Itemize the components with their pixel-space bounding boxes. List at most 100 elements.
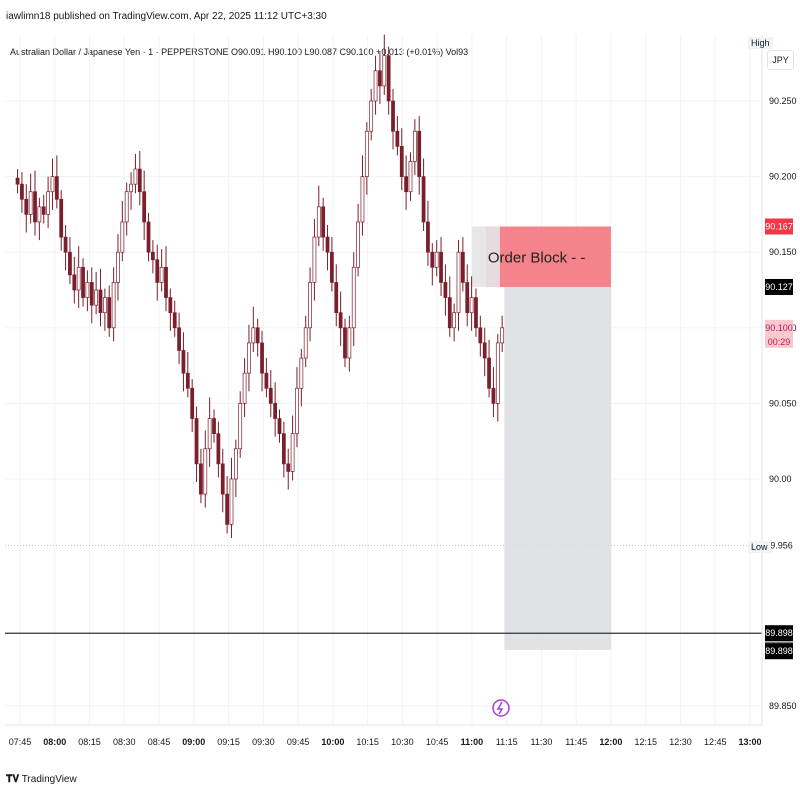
candle xyxy=(277,418,282,434)
candle xyxy=(465,282,470,314)
candle xyxy=(89,282,94,306)
candle xyxy=(273,403,278,419)
candle xyxy=(37,206,42,223)
tv-logo-icon: 𝐓𝐕 xyxy=(6,774,20,785)
candle xyxy=(382,55,387,87)
x-tick-label: 08:30 xyxy=(113,737,136,747)
candle xyxy=(391,100,395,132)
candle xyxy=(124,191,129,223)
tradingview-logo[interactable]: 𝐓𝐕 TradingView xyxy=(6,774,77,785)
order-block-start xyxy=(471,226,500,287)
candle xyxy=(116,251,120,283)
candle xyxy=(28,191,33,215)
candle xyxy=(321,206,326,238)
candle xyxy=(251,327,256,344)
countdown-label: 00:29 xyxy=(768,337,791,347)
candle xyxy=(41,206,46,215)
candle xyxy=(478,327,483,344)
candle xyxy=(487,357,491,389)
y-tick-label: 90.050 xyxy=(769,398,797,408)
candle xyxy=(207,418,212,450)
candle xyxy=(50,176,55,193)
lightning-icon[interactable] xyxy=(492,699,510,717)
candle xyxy=(303,327,308,359)
lightning-bolt-icon xyxy=(496,701,504,715)
candle xyxy=(491,387,496,404)
candle xyxy=(378,70,382,87)
tradingview-logo-text: TradingView xyxy=(21,774,77,785)
candle xyxy=(137,168,142,193)
candle xyxy=(216,433,221,465)
x-tick-label: 11:00 xyxy=(461,737,484,747)
candle xyxy=(281,433,286,465)
currency-button[interactable]: JPY xyxy=(767,50,794,70)
price-label: 89.898 xyxy=(765,646,793,656)
candle xyxy=(107,297,112,329)
price-label-bg xyxy=(765,625,793,642)
candle xyxy=(443,282,448,298)
candle xyxy=(334,282,339,314)
x-tick-label: 11:30 xyxy=(530,737,552,747)
price-label-bg xyxy=(765,643,793,660)
candle xyxy=(338,312,343,329)
candle xyxy=(129,183,133,193)
candle xyxy=(24,198,29,215)
x-tick-label: 12:45 xyxy=(704,737,727,747)
x-tick-label: 12:00 xyxy=(599,737,622,747)
candle xyxy=(233,448,238,480)
price-label-bg xyxy=(765,278,793,295)
candle xyxy=(395,130,400,147)
candle xyxy=(159,266,164,283)
candle xyxy=(356,221,360,268)
price-label-bg xyxy=(765,319,793,336)
price-label-bg xyxy=(765,537,793,554)
candle xyxy=(430,251,435,268)
candle xyxy=(417,130,422,177)
x-tick-label: 07:45 xyxy=(9,737,32,747)
candle xyxy=(369,100,374,132)
candle xyxy=(316,206,321,238)
x-tick-label: 10:15 xyxy=(356,737,379,747)
candle xyxy=(299,357,304,389)
x-tick-label: 08:15 xyxy=(78,737,101,747)
candle xyxy=(33,191,37,223)
candle xyxy=(260,342,264,374)
y-tick-label: 90.150 xyxy=(769,247,797,257)
candle xyxy=(229,478,234,525)
x-tick-label: 08:00 xyxy=(43,737,66,747)
y-tick-label: 90.200 xyxy=(769,172,797,182)
x-tick-label: 10:30 xyxy=(391,737,414,747)
candle xyxy=(242,372,247,404)
y-tick-label: 90.250 xyxy=(769,96,797,106)
target-zone xyxy=(504,286,611,650)
high-label: High xyxy=(748,37,773,49)
candle xyxy=(347,327,352,359)
x-tick-label: 11:45 xyxy=(565,737,587,747)
candle xyxy=(373,70,378,102)
candle xyxy=(164,266,168,298)
candle xyxy=(20,183,24,200)
candle xyxy=(255,327,260,344)
countdown-bg xyxy=(765,335,793,348)
candle xyxy=(146,221,151,253)
candle xyxy=(495,342,500,404)
candle xyxy=(81,266,85,298)
candle xyxy=(264,372,269,389)
candle xyxy=(452,312,457,329)
candle xyxy=(220,463,225,495)
order-block-label: Order Block - - xyxy=(488,250,586,267)
candle xyxy=(295,387,299,434)
candle xyxy=(412,130,417,162)
candle xyxy=(98,289,103,314)
candle xyxy=(151,251,155,261)
candle xyxy=(63,236,68,253)
candle xyxy=(247,342,251,374)
candle xyxy=(290,433,295,472)
symbol-legend[interactable]: Australian Dollar / Japanese Yen · 1 · P… xyxy=(10,47,469,57)
candle xyxy=(203,448,208,495)
candle xyxy=(325,236,330,253)
candle xyxy=(360,176,365,223)
candle xyxy=(364,130,369,177)
candle xyxy=(308,282,312,329)
